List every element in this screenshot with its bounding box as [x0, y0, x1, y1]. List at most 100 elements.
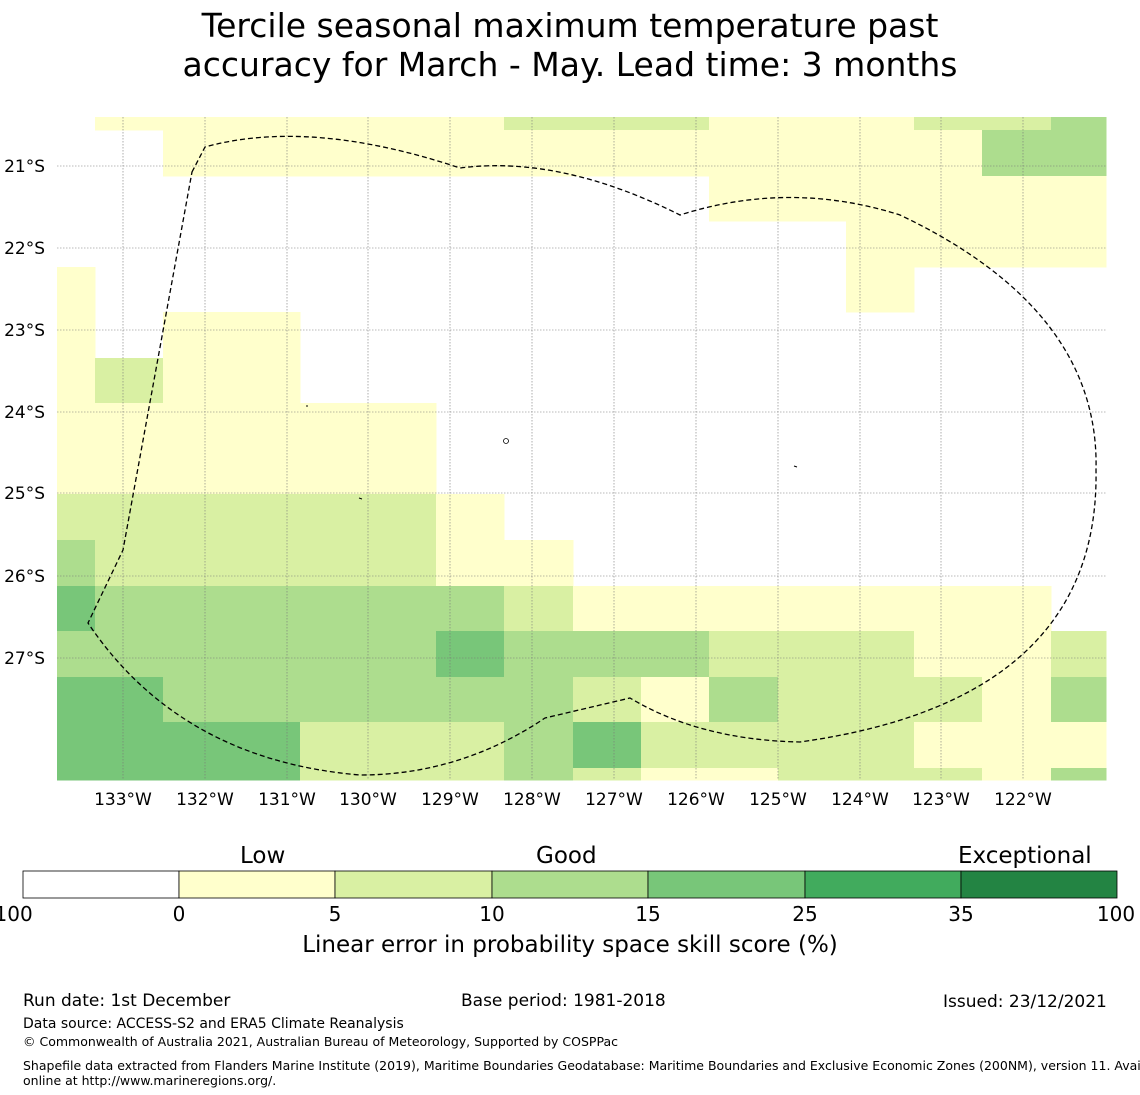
skill-cell	[368, 586, 437, 632]
map-title-line-2: accuracy for March - May. Lead time: 3 m…	[182, 45, 958, 84]
colorbar-swatch	[178, 870, 336, 899]
skill-cell	[778, 586, 847, 632]
skill-cell	[300, 494, 369, 541]
skill-cell	[573, 586, 642, 632]
skill-cell	[504, 117, 574, 131]
skill-cell	[368, 631, 437, 678]
latitude-label: 23°S	[4, 321, 45, 341]
skill-cell	[232, 768, 301, 781]
skill-cell	[163, 631, 233, 678]
map-title: Tercile seasonal maximum temperature pas…	[0, 6, 1140, 84]
skill-cell	[232, 312, 301, 359]
skill-cell	[709, 722, 779, 769]
skill-cell	[1051, 631, 1107, 678]
skill-cell	[641, 586, 710, 632]
skill-cell	[95, 403, 164, 450]
skill-cell	[641, 117, 710, 131]
latitude-label: 27°S	[4, 649, 45, 669]
skill-cell	[232, 449, 301, 495]
skill-cell	[982, 221, 1052, 268]
map-gridlines	[57, 117, 1106, 780]
skill-cell	[57, 722, 96, 769]
skill-cell	[232, 117, 301, 131]
skill-cell	[368, 677, 437, 723]
skill-cell	[709, 631, 779, 678]
skill-cell	[1051, 176, 1107, 222]
longitude-label: 133°W	[94, 790, 152, 810]
skill-cell	[573, 117, 642, 131]
skill-cell	[709, 117, 779, 131]
skill-cell	[1051, 221, 1107, 268]
longitude-label: 132°W	[176, 790, 234, 810]
skill-cell	[778, 722, 847, 769]
skill-cell	[368, 494, 437, 541]
longitude-label: 123°W	[912, 790, 970, 810]
skill-cell	[232, 403, 301, 450]
skill-cell	[232, 722, 301, 769]
skill-cell	[573, 677, 642, 723]
skill-cell	[232, 631, 301, 678]
skill-cell	[504, 768, 574, 781]
skill-cell	[232, 586, 301, 632]
skill-cell	[368, 722, 437, 769]
longitude-label: 127°W	[585, 790, 643, 810]
skill-cell	[163, 130, 233, 177]
skill-cell	[95, 586, 164, 632]
issued-date: Issued: 23/12/2021	[943, 992, 1107, 1012]
skill-cell	[846, 176, 915, 222]
skill-cell	[57, 768, 96, 781]
colorbar-tick: 35	[948, 902, 974, 926]
skill-cell	[778, 130, 847, 177]
longitude-label: 128°W	[503, 790, 561, 810]
longitude-label: 125°W	[749, 790, 807, 810]
skill-cell	[436, 631, 505, 678]
skill-cell	[163, 358, 233, 404]
colorbar-tick: 100	[1096, 902, 1136, 926]
skill-cell	[436, 117, 505, 131]
skill-cell	[436, 586, 505, 632]
colorbar-category-low: Low	[240, 843, 286, 869]
skill-cell	[709, 176, 779, 222]
skill-cell	[95, 540, 164, 587]
skill-cell	[163, 117, 233, 131]
colorbar	[22, 870, 1118, 899]
longitude-labels: 133°W 132°W 131°W 130°W 129°W 128°W 127°W 126°W…	[94, 790, 1052, 810]
colorbar-tick: 0	[172, 902, 186, 926]
skill-cell	[1051, 117, 1107, 131]
latitude-label: 21°S	[4, 157, 45, 177]
skill-cell	[368, 117, 437, 131]
skill-cell	[300, 586, 369, 632]
skill-cell	[300, 130, 369, 177]
colorbar-tick: 15	[635, 902, 661, 926]
skill-cell	[368, 540, 437, 587]
skill-cell	[368, 768, 437, 781]
skill-cell	[914, 677, 983, 723]
skill-cell	[436, 494, 505, 541]
skill-cell	[573, 631, 642, 678]
skill-cell	[232, 130, 301, 177]
skill-cell	[709, 586, 779, 632]
skill-cell	[504, 677, 574, 723]
skill-cell	[57, 449, 96, 495]
skill-cell	[163, 449, 233, 495]
latitude-label: 26°S	[4, 567, 45, 587]
skill-cell	[163, 677, 233, 723]
skill-cell	[368, 130, 437, 177]
skill-cell	[95, 117, 164, 131]
island-marker	[503, 438, 509, 444]
skill-cell	[436, 722, 505, 769]
colorbar-swatch	[22, 870, 180, 899]
skill-cell	[232, 677, 301, 723]
skill-cell	[504, 631, 574, 678]
skill-cell	[95, 631, 164, 678]
skill-cell	[982, 176, 1052, 222]
skill-cell	[709, 130, 779, 177]
eez-boundary	[87, 135, 1097, 776]
skill-cell	[57, 631, 96, 678]
skill-cell	[163, 312, 233, 359]
longitude-label: 126°W	[667, 790, 725, 810]
skill-cell	[982, 117, 1052, 131]
colorbar-tick: 10	[479, 902, 505, 926]
skill-cell	[982, 722, 1052, 769]
